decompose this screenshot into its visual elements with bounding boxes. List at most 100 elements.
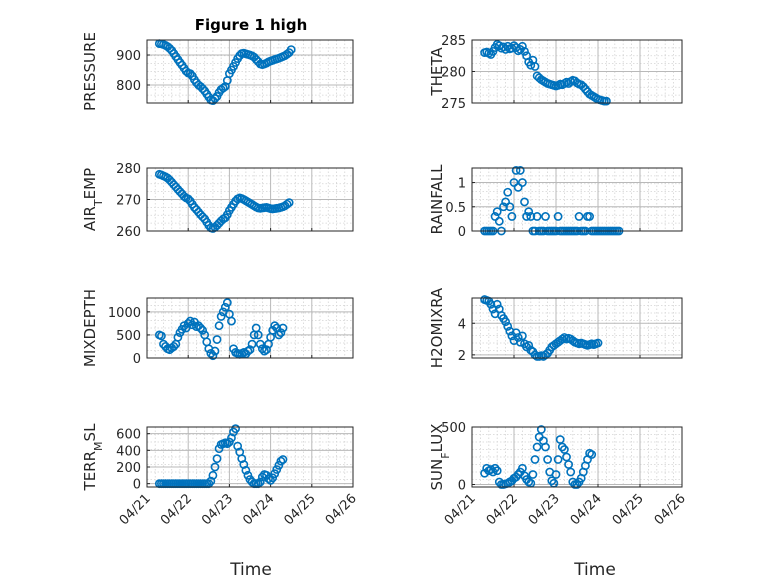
data-point [553, 455, 563, 464]
data-point [528, 470, 538, 479]
subplot-pressure: 800 900 PRESSURE [81, 32, 354, 111]
y-tick-label: 1000 [108, 306, 141, 321]
data-point [585, 212, 594, 221]
data-point [216, 312, 226, 321]
y-tick-label: 275 [441, 97, 466, 112]
data-point [262, 345, 271, 355]
y-tick-label: 0 [458, 225, 466, 240]
data-point [555, 435, 565, 444]
data-point [572, 480, 582, 489]
data-point [222, 439, 232, 449]
data-point [494, 216, 504, 226]
data-point [241, 465, 251, 475]
data-point [198, 212, 208, 222]
y-tick-label: 280 [116, 162, 141, 177]
data-point [511, 166, 521, 175]
data-point [532, 212, 542, 221]
data-point [198, 325, 208, 335]
data-point [526, 60, 536, 70]
subplot-air-temp: 260 270 280 AIRTEMP [81, 162, 354, 240]
axes-box [471, 39, 683, 104]
data-point [490, 463, 500, 473]
data-point [513, 333, 523, 342]
data-point [278, 455, 288, 464]
data-point [551, 470, 561, 479]
y-tick-label: 280 [441, 66, 466, 81]
data-point [222, 298, 232, 308]
data-point [562, 452, 571, 462]
data-point [224, 437, 234, 447]
y-axis-label-part: LUX [428, 424, 446, 453]
data-point [518, 178, 527, 187]
data-point [264, 474, 273, 484]
data-point [284, 198, 294, 208]
data-point [218, 83, 228, 93]
data-point [566, 467, 576, 477]
y-tick-label: 260 [116, 225, 141, 240]
y-axis-label: AIRTEMP [81, 168, 105, 231]
data-point [593, 338, 603, 348]
data-point [492, 207, 502, 217]
y-axis-label: PRESSURE [81, 32, 99, 111]
data-point [210, 94, 220, 103]
axes-box [471, 167, 683, 232]
data-point [282, 199, 292, 209]
y-axis-label: RAINFALL [428, 164, 446, 235]
subplot-h2omixra: 2 4 H2OMIXRA [428, 287, 683, 368]
data-point [532, 442, 542, 452]
data-point [574, 212, 584, 221]
subplot-mixdepth: 0 500 1000 MIXDEPTH [81, 289, 354, 367]
y-tick-label: 0 [133, 478, 141, 493]
y-tick-label: 400 [116, 444, 141, 459]
x-axis-label-left: Time [229, 560, 272, 580]
y-axis-label: THETA [428, 47, 446, 97]
data-point [198, 84, 208, 93]
y-axis-label: MIXDEPTH [81, 289, 99, 367]
data-point [183, 194, 193, 204]
y-axis-label-part: TERR [81, 451, 99, 492]
y-axis-label-part: SL [81, 423, 99, 442]
data-point [272, 465, 282, 474]
data-point [520, 197, 529, 207]
axes-box [471, 426, 683, 488]
data-point [492, 466, 502, 476]
data-point [541, 442, 550, 452]
data-point [560, 445, 569, 454]
y-axis-label: TERRMSL [81, 423, 105, 492]
data-point [557, 442, 567, 452]
data-point [231, 424, 240, 434]
figure-title: Figure 1 high [195, 16, 308, 34]
data-point [169, 342, 179, 351]
data-point [245, 345, 255, 355]
data-point [522, 212, 531, 221]
data-point [547, 476, 557, 486]
data-point [526, 212, 536, 221]
data-point [524, 207, 534, 217]
data-point [227, 316, 236, 326]
data-point [530, 62, 540, 71]
data-point [507, 212, 517, 221]
data-point [518, 41, 527, 51]
y-axis-label: SUNFLUX [428, 424, 452, 491]
axes-box [146, 167, 354, 232]
data-point [492, 299, 502, 309]
data-point [482, 463, 492, 473]
data-point [210, 346, 220, 356]
axes-box [146, 297, 354, 359]
y-tick-label: 800 [116, 79, 141, 94]
y-axis-label-subscript: F [439, 452, 452, 458]
data-point [173, 332, 183, 342]
data-point [518, 331, 527, 341]
data-point [553, 212, 563, 221]
data-point [509, 41, 519, 51]
y-axis-label-part: EMP [81, 168, 99, 199]
data-point [505, 202, 515, 212]
y-axis-label-part: SUN [428, 459, 446, 491]
data-point [157, 331, 166, 341]
data-point [268, 473, 278, 483]
data-point [587, 450, 597, 459]
data-point [247, 339, 257, 349]
data-point [208, 351, 218, 361]
data-point [212, 335, 222, 344]
